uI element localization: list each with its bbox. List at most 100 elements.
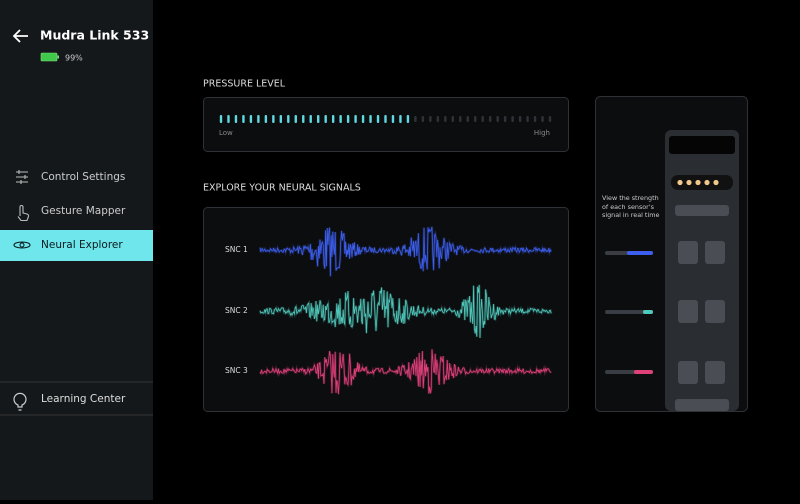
nav-highlight (0, 230, 153, 261)
gauge-segment (399, 115, 402, 123)
gauge-segment (391, 115, 395, 123)
device-title: Mudra Link 533 (40, 28, 149, 43)
sensor (713, 179, 719, 186)
device-screen (669, 136, 735, 154)
sensors (677, 179, 719, 186)
gauge-segment (444, 116, 447, 122)
strength-track (605, 310, 653, 314)
pressure-gauge (219, 115, 552, 123)
nav-label[interactable]: Neural Explorer (41, 239, 123, 251)
sensor (695, 179, 701, 186)
gauge-segment (272, 115, 275, 123)
gauge-segment (302, 115, 305, 123)
device-button (705, 361, 725, 384)
nav-icon (16, 170, 28, 184)
gauge-segment (249, 115, 253, 123)
gauge-segment (354, 115, 357, 123)
strength-fill (627, 251, 653, 255)
gauge-segment (324, 115, 327, 123)
gauge-segment (242, 115, 245, 123)
gauge-segment (533, 116, 537, 122)
gauge-segment (339, 115, 342, 123)
gauge-segment (346, 115, 350, 123)
gauge-segment (503, 116, 507, 122)
nav-icon (17, 205, 30, 222)
section-title: PRESSURE LEVEL (203, 79, 286, 90)
signals-card (203, 207, 569, 412)
gauge-segment (219, 115, 223, 123)
battery-tip (57, 55, 59, 59)
pressure-card (203, 97, 569, 152)
device-buttons (678, 241, 725, 384)
nav: Control Settings Gesture Mapper Neural Exp… (0, 170, 153, 261)
bulb-icon (13, 392, 27, 411)
gauge-segment (518, 116, 522, 122)
gauge-segment (384, 115, 387, 123)
signal-wave (259, 349, 552, 395)
signal-wave (259, 226, 552, 277)
nav-label[interactable]: Learning Center (41, 393, 126, 405)
nav-label[interactable]: Control Settings (41, 171, 125, 183)
low-label: Low (219, 129, 233, 137)
gauge-segment (287, 115, 290, 123)
gauge-segment (331, 115, 335, 123)
gauge-segment (309, 115, 312, 123)
gauge-segment (459, 116, 462, 122)
channel-label: SNC 1 (225, 245, 248, 254)
gauge-segment (488, 116, 492, 122)
high-label: High (534, 129, 550, 137)
gauge-segment (548, 116, 552, 122)
learning-center[interactable]: Learning Center (13, 392, 126, 411)
gauge-segment (279, 115, 283, 123)
device-pad (675, 205, 729, 216)
gauge-segment (414, 116, 417, 122)
strength-bars (605, 251, 653, 374)
gauge-segment (317, 115, 320, 123)
device-button (705, 241, 725, 264)
nav-item[interactable]: Gesture Mapper (17, 205, 126, 222)
gauge-segment (234, 115, 238, 123)
caption-box: View the strength of each sensor's signa… (602, 194, 660, 220)
gauge-segment (294, 115, 297, 123)
nav-icon (13, 241, 31, 249)
device-button (678, 241, 698, 264)
gauge-segment (361, 115, 365, 123)
sensor (686, 179, 692, 186)
device-caption: View the strength of each sensor's signa… (602, 194, 660, 220)
gauge-segment (369, 115, 372, 123)
sensor (677, 179, 683, 186)
device-button (705, 300, 725, 323)
gauge-segment (511, 116, 514, 122)
section-title: EXPLORE YOUR NEURAL SIGNALS (203, 183, 361, 194)
gauge-segment (376, 115, 380, 123)
gauge-segment (466, 116, 469, 122)
gauge-segment (451, 116, 454, 122)
device-button (678, 300, 698, 323)
back-button[interactable] (12, 29, 28, 43)
sensor (704, 179, 710, 186)
nav-item[interactable]: Neural Explorer (0, 230, 153, 261)
gauge-segment (264, 115, 268, 123)
gauge-segment (429, 116, 432, 122)
device-body (665, 130, 739, 411)
channel-label: SNC 3 (225, 366, 248, 375)
nav-item[interactable]: Control Settings (16, 170, 125, 184)
device-pad (675, 399, 729, 411)
gauge-segment (227, 115, 230, 123)
device-button (678, 361, 698, 384)
battery-icon (40, 52, 58, 62)
nav-label[interactable]: Gesture Mapper (41, 205, 126, 217)
sensor-strip (671, 175, 733, 190)
gauge-segment (406, 115, 410, 123)
gauge-segment (541, 116, 544, 122)
signals: SNC 1 SNC 2 SNC 3 (225, 226, 553, 395)
strength-fill (634, 370, 653, 374)
strength-fill (643, 310, 653, 314)
battery-level: 99% (65, 54, 83, 63)
gauge-segment (436, 116, 440, 122)
channel-label: SNC 2 (225, 306, 248, 315)
gauge-segment (496, 116, 499, 122)
signal-wave (259, 284, 552, 339)
gauge-segment (421, 116, 425, 122)
